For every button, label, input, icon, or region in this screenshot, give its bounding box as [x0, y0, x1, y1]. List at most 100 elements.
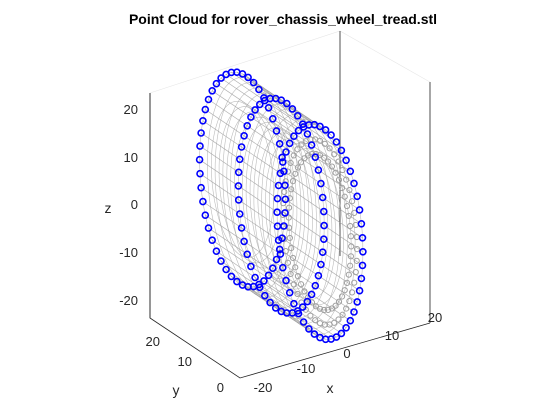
data-point [195, 155, 204, 164]
data-point [281, 209, 289, 217]
data-point [240, 237, 248, 246]
tread-point [326, 145, 333, 152]
data-point [278, 153, 286, 162]
tread-ring [241, 122, 305, 279]
y-tick-label: 10 [178, 354, 192, 369]
tread-point [285, 204, 293, 211]
tread-point [292, 264, 299, 271]
x-tick-label: 0 [343, 346, 350, 361]
tread-point [308, 299, 316, 306]
data-point [260, 94, 268, 102]
data-point [359, 248, 367, 256]
data-point [353, 298, 362, 306]
data-point [285, 288, 294, 297]
data-point [346, 167, 355, 176]
data-point [243, 250, 251, 259]
data-point [310, 330, 319, 338]
z-axis-label: z [105, 200, 112, 216]
data-point [234, 196, 243, 204]
tread-point [279, 211, 287, 218]
z-tick-label: -20 [119, 293, 138, 308]
x-tick-label: 20 [428, 310, 442, 325]
tread-point [335, 316, 342, 323]
data-point [350, 179, 358, 188]
y-tick-label: 20 [146, 334, 160, 349]
data-point [197, 129, 205, 137]
back-grid [149, 30, 431, 323]
tread-point [343, 202, 351, 210]
data-point [243, 122, 251, 130]
data-point [282, 276, 290, 285]
data-point [237, 143, 246, 151]
data-point [298, 303, 307, 311]
data-point [358, 261, 367, 270]
z-tick-label: 20 [124, 102, 138, 117]
point-cloud [195, 68, 367, 344]
data-point [311, 281, 320, 290]
data-point [217, 74, 225, 82]
data-point [247, 262, 255, 271]
z-axis-ticks: -20 -10 0 10 20 [119, 102, 138, 308]
data-point [337, 329, 346, 338]
data-point [282, 99, 291, 108]
data-point [255, 100, 264, 109]
data-point [236, 155, 244, 164]
data-point [268, 115, 277, 123]
data-point [303, 130, 312, 138]
data-point [234, 168, 243, 177]
tread-ring [245, 103, 333, 319]
data-point [255, 280, 263, 289]
data-point [314, 271, 323, 280]
data-point [268, 264, 277, 273]
tread-point [281, 188, 288, 195]
data-point [272, 255, 281, 264]
tread-point [346, 297, 353, 305]
x-axis-label: x [327, 380, 334, 396]
tread-point [345, 271, 352, 278]
y-axis-ticks: 0 10 20 [146, 334, 224, 395]
tread-point [331, 151, 338, 158]
tread-ring [214, 82, 302, 298]
data-point [353, 192, 362, 201]
tread-ring [218, 106, 282, 264]
tread-point [335, 298, 343, 305]
data-point [196, 169, 204, 178]
data-point [278, 263, 287, 272]
tread-point [347, 233, 355, 240]
chart-title: Point Cloud for rover_chassis_wheel_trea… [129, 11, 437, 27]
tread-point [351, 209, 358, 216]
data-point [199, 117, 207, 125]
data-point [281, 195, 290, 204]
tread-point [321, 140, 328, 147]
tread-point [348, 289, 356, 296]
data-point [197, 183, 205, 192]
data-point [307, 141, 316, 149]
data-point [276, 250, 285, 258]
data-point [201, 105, 210, 114]
data-point [281, 181, 289, 190]
tread-point [338, 184, 346, 191]
data-point [278, 234, 286, 242]
data-point [273, 194, 282, 203]
tread-point [282, 248, 289, 255]
data-point [318, 248, 327, 256]
x-tick-label: -10 [297, 361, 316, 376]
tread-ring [276, 124, 364, 340]
tread-ring [222, 87, 309, 304]
data-point [273, 208, 281, 216]
tread-point [345, 212, 352, 220]
tread-point [290, 281, 297, 288]
data-point [294, 126, 303, 135]
tread-point [301, 288, 308, 295]
data-point [293, 307, 302, 315]
x-tick-label: -20 [254, 380, 273, 395]
tread-point [282, 178, 289, 185]
tread-point [289, 254, 297, 262]
y-tick-label: 0 [217, 380, 224, 395]
z-tick-label: 0 [131, 197, 138, 212]
data-point [227, 272, 236, 281]
data-point [266, 298, 274, 307]
tread-point [347, 253, 355, 260]
data-point [357, 220, 366, 228]
